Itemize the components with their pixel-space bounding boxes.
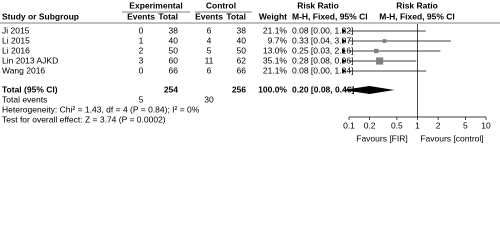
column-header: M-H, Fixed, 95% CI [292, 11, 368, 21]
total-events-label: Total events [2, 94, 47, 104]
exp-total: 254 [164, 84, 178, 94]
exp-events: 0 [139, 65, 144, 75]
column-header: Total [226, 11, 246, 21]
forest-plot: Experimental Control Risk Ratio Risk Ratio S… [0, 0, 500, 143]
risk-ratio: 0.08 [0.00, 1.32] [292, 25, 353, 35]
column-header: Events [195, 11, 223, 21]
ctrl-total: 66 [237, 65, 247, 75]
exp-events: 1 [139, 35, 144, 45]
risk-ratio: 0.28 [0.08, 0.96] [292, 55, 353, 65]
exp-total: 50 [169, 45, 179, 55]
ci-arrow [342, 28, 346, 34]
exp-total: 60 [169, 55, 179, 65]
weight: 13.0% [263, 45, 288, 55]
ci-arrow [342, 48, 346, 54]
heterogeneity: Heterogeneity: Chi² = 1.43, df = 4 (P = … [2, 104, 200, 114]
ctrl-total: 50 [237, 45, 247, 55]
column-header: Total [158, 11, 178, 21]
study-name: Lin 2013 AJKD [2, 55, 58, 65]
x-tick-label: 1 [415, 120, 420, 130]
exp-total: 66 [169, 65, 179, 75]
favours-label: Favours [FIR] [356, 133, 407, 143]
x-tick-label: 0.1 [343, 120, 355, 130]
weight: 21.1% [263, 25, 288, 35]
group-header: Risk Ratio [396, 0, 438, 10]
weight: 35.1% [263, 55, 288, 65]
group-header: Risk Ratio [297, 0, 339, 10]
column-header: Weight [259, 11, 287, 21]
column-header: Events [127, 11, 155, 21]
group-header: Experimental [129, 0, 182, 10]
point-estimate [376, 57, 384, 65]
weight: 100.0% [258, 84, 287, 94]
exp-events: 0 [139, 25, 144, 35]
column-header: Study or Subgroup [2, 11, 79, 21]
point-estimate [374, 48, 379, 54]
total-name: Total (95% CI) [2, 84, 58, 94]
exp-events: 3 [139, 55, 144, 65]
exp-events: 5 [139, 94, 144, 104]
plot-area [349, 30, 451, 72]
ctrl-events: 6 [207, 65, 212, 75]
point-estimate [382, 39, 387, 43]
exp-total: 38 [169, 25, 179, 35]
weight: 21.1% [263, 65, 288, 75]
x-tick-label: 5 [463, 120, 468, 130]
overall-effect: Test for overall effect: Z = 3.74 (P = 0… [2, 114, 166, 124]
x-tick-label: 0.5 [391, 120, 403, 130]
group-header: Control [206, 0, 236, 10]
exp-total: 40 [169, 35, 179, 45]
ci-arrow [342, 38, 346, 44]
ci-arrow [342, 58, 346, 64]
ctrl-events: 4 [207, 35, 212, 45]
x-tick-label: 0.2 [364, 120, 376, 130]
ctrl-events: 30 [204, 94, 214, 104]
favours-label: Favours [control] [420, 133, 483, 143]
weight: 9.7% [268, 35, 288, 45]
ctrl-total: 62 [237, 55, 247, 65]
ci-arrow [342, 68, 346, 74]
ctrl-events: 11 [205, 55, 214, 65]
ctrl-total: 38 [237, 25, 247, 35]
x-tick-label: 10 [481, 120, 491, 130]
risk-ratio: 0.08 [0.00, 1.34] [292, 65, 353, 75]
column-header: M-H, Fixed, 95% CI [379, 11, 455, 21]
x-tick-label: 2 [436, 120, 441, 130]
study-name: Li 2015 [2, 35, 30, 45]
risk-ratio: 0.20 [0.08, 0.46] [292, 84, 355, 94]
study-name: Wang 2016 [2, 65, 45, 75]
ctrl-events: 6 [207, 25, 212, 35]
ctrl-total: 256 [232, 84, 246, 94]
study-name: Ji 2015 [2, 25, 30, 35]
risk-ratio: 0.25 [0.03, 2.16] [292, 45, 353, 55]
exp-events: 2 [139, 45, 144, 55]
ctrl-events: 5 [207, 45, 212, 55]
study-name: Li 2016 [2, 45, 30, 55]
risk-ratio: 0.33 [0.04, 3.07] [292, 35, 353, 45]
summary-diamond [342, 86, 395, 94]
ctrl-total: 40 [237, 35, 247, 45]
